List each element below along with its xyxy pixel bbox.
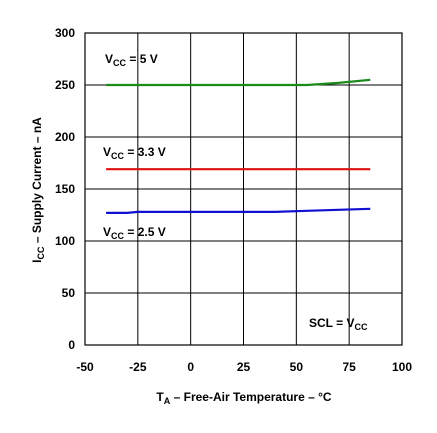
y-tick-label: 50: [62, 286, 76, 300]
series-label-text: VCC = 2.5 V: [103, 225, 166, 241]
x-tick-label: 75: [342, 360, 356, 374]
x-tick-label: 25: [237, 360, 251, 374]
x-tick-label: 0: [187, 360, 194, 374]
y-tick-label: 0: [68, 338, 75, 352]
series-label-vcc-2-5v: VCC = 2.5 V: [103, 225, 166, 241]
series-label-text: VCC = 5 V: [105, 52, 158, 68]
y-tick-label: 150: [55, 182, 75, 196]
x-axis-label: TA – Free-Air Temperature – °C: [156, 390, 331, 406]
x-tick-label: -50: [76, 360, 94, 374]
y-tick-label: 250: [55, 78, 75, 92]
grid-layer: [85, 33, 402, 345]
series-label-text: VCC = 3.3 V: [103, 145, 166, 161]
y-tick-label: 200: [55, 130, 75, 144]
x-tick-label: 50: [290, 360, 304, 374]
y-axis-label: ICC – Supply Current – nA: [30, 117, 46, 263]
series-label-vcc-5v: VCC = 5 V: [105, 52, 158, 68]
tick-labels: -50 -25 0 25 50 75 100 0 50 100 150 200 250 300: [55, 26, 412, 374]
condition-annotation-scl: SCL = VCC: [309, 316, 368, 332]
series-line-2: [106, 207, 371, 214]
series-label-vcc-3-3v: VCC = 3.3 V: [103, 145, 166, 161]
x-tick-label: 100: [392, 360, 412, 374]
series-layer: [106, 78, 371, 214]
y-tick-label: 100: [55, 234, 75, 248]
annotation-text: SCL = VCC: [309, 316, 368, 332]
series-line-0: [106, 78, 371, 87]
x-tick-label: -25: [129, 360, 147, 374]
plot-frame: [84, 32, 403, 346]
y-tick-label: 300: [55, 26, 75, 40]
